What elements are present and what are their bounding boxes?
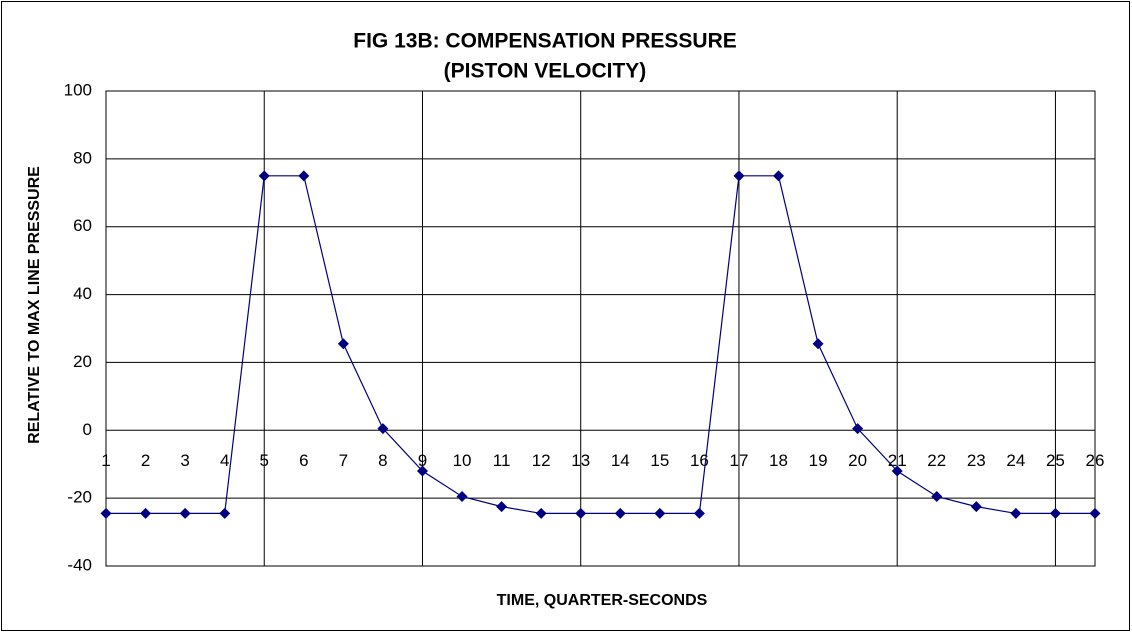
x-tick-label: 26 (1086, 451, 1105, 470)
x-tick-label: 3 (180, 451, 189, 470)
x-tick-label: 9 (418, 451, 427, 470)
data-point (852, 423, 864, 435)
x-tick-label: 8 (378, 451, 387, 470)
data-point (179, 507, 191, 519)
y-tick-label: -40 (67, 555, 92, 574)
x-tick-label: 22 (927, 451, 946, 470)
data-point (258, 170, 270, 182)
x-tick-label: 17 (729, 451, 748, 470)
x-tick-label: 13 (571, 451, 590, 470)
y-tick-label: 80 (73, 148, 92, 167)
x-tick-label: 19 (809, 451, 828, 470)
data-point (416, 465, 428, 477)
data-point (614, 507, 626, 519)
y-tick-label: 20 (73, 352, 92, 371)
data-point (931, 490, 943, 502)
x-tick-label: 4 (220, 451, 229, 470)
x-tick-label: 12 (532, 451, 551, 470)
x-tick-label: 1 (101, 451, 110, 470)
data-point (456, 490, 468, 502)
data-point (575, 507, 587, 519)
data-point (140, 507, 152, 519)
chart-subtitle: (PISTON VELOCITY) (444, 60, 647, 83)
data-point (812, 338, 824, 350)
x-tick-label: 21 (888, 451, 907, 470)
data-point (1010, 507, 1022, 519)
x-tick-label: 6 (299, 451, 308, 470)
x-tick-label: 10 (453, 451, 472, 470)
y-tick-label: 100 (64, 80, 92, 99)
x-tick-label: 5 (260, 451, 269, 470)
y-tick-label: -20 (67, 488, 92, 507)
x-tick-label: 11 (493, 451, 511, 470)
x-tick-label: 7 (339, 451, 348, 470)
data-point (693, 507, 705, 519)
y-tick-label: 40 (73, 284, 92, 303)
data-point (1089, 507, 1101, 519)
data-line (106, 175, 1095, 515)
chart-title: FIG 13B: COMPENSATION PRESSURE (353, 30, 737, 53)
x-axis-title: TIME, QUARTER-SECONDS (497, 592, 708, 609)
y-tick-label: 0 (83, 420, 92, 439)
x-tick-label: 23 (967, 451, 986, 470)
data-point (219, 507, 231, 519)
data-point (733, 170, 745, 182)
x-tick-label: 15 (650, 451, 669, 470)
data-point (535, 507, 547, 519)
data-point (337, 338, 349, 350)
x-tick-label: 16 (690, 451, 709, 470)
data-point (891, 465, 903, 477)
x-tick-label: 2 (141, 451, 150, 470)
data-point (298, 170, 310, 182)
x-tick-label: 25 (1046, 451, 1065, 470)
x-tick-label: 24 (1006, 451, 1025, 470)
data-point (377, 423, 389, 435)
x-tick-label: 14 (611, 451, 630, 470)
plot-area (105, 90, 1096, 567)
y-tick-label: 60 (73, 216, 92, 235)
data-point (100, 507, 112, 519)
x-tick-label: 20 (848, 451, 867, 470)
data-point (1049, 507, 1061, 519)
x-tick-label: 18 (769, 451, 788, 470)
data-point (773, 170, 785, 182)
data-point (654, 507, 666, 519)
data-point (970, 501, 982, 513)
data-point (496, 501, 508, 513)
y-axis-title: RELATIVE TO MAX LINE PRESSURE (26, 166, 43, 444)
